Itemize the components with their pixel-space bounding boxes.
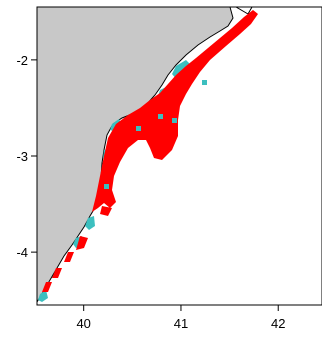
y-tick-label: -3 bbox=[16, 149, 28, 164]
map-panel bbox=[37, 7, 322, 305]
x-tick-label: 41 bbox=[174, 316, 188, 331]
y-tick-label: -2 bbox=[16, 53, 28, 68]
land-area bbox=[37, 7, 233, 302]
x-axis: 40 41 42 bbox=[76, 305, 285, 331]
observed-habitat bbox=[38, 60, 192, 302]
x-tick-label: 40 bbox=[76, 316, 90, 331]
y-tick-label: -4 bbox=[16, 245, 28, 260]
y-axis: -2 -3 -4 bbox=[16, 53, 37, 260]
coastline bbox=[37, 7, 234, 303]
x-tick-label: 42 bbox=[271, 316, 285, 331]
